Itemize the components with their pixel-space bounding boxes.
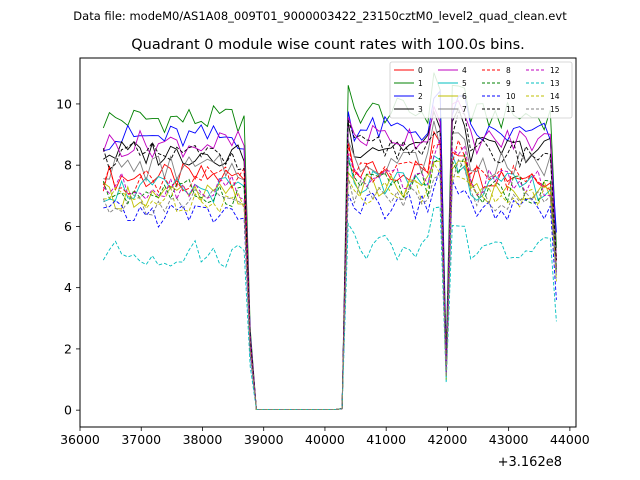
legend-label-10: 10 xyxy=(506,92,516,101)
legend-label-3: 3 xyxy=(418,105,423,114)
legend-label-9: 9 xyxy=(506,79,511,88)
legend-label-12: 12 xyxy=(550,66,560,75)
legend-label-5: 5 xyxy=(462,79,467,88)
series-line-2 xyxy=(103,90,557,410)
y-tick-label: 10 xyxy=(56,96,72,111)
series-line-1 xyxy=(102,72,557,410)
series-line-0 xyxy=(102,130,557,410)
legend-label-13: 13 xyxy=(550,79,560,88)
legend-label-11: 11 xyxy=(506,105,516,114)
series-line-13 xyxy=(102,206,557,410)
y-tick-label: 8 xyxy=(64,158,72,173)
legend-label-7: 7 xyxy=(462,105,467,114)
legend-label-4: 4 xyxy=(462,66,467,75)
legend-label-0: 0 xyxy=(418,66,423,75)
series-line-14 xyxy=(103,161,557,410)
x-tick-label: 43000 xyxy=(489,432,529,447)
x-offset-label: +3.162e8 xyxy=(498,455,562,470)
legend-label-14: 14 xyxy=(550,92,560,101)
x-tick-label: 44000 xyxy=(550,432,590,447)
x-tick-label: 41000 xyxy=(366,432,406,447)
y-tick-label: 4 xyxy=(64,280,72,295)
x-axis-ticks: 36000 37000 38000 39000 40000 41000 42000 43000… xyxy=(60,427,590,447)
x-tick-label: 42000 xyxy=(428,432,468,447)
x-tick-label: 38000 xyxy=(183,432,223,447)
chart-title: Quadrant 0 module wise count rates with … xyxy=(131,37,525,53)
x-tick-label: 39000 xyxy=(244,432,284,447)
legend-label-8: 8 xyxy=(506,66,511,75)
series-line-8 xyxy=(102,138,557,410)
suptitle: Data file: modeM0/AS1A08_009T01_90000034… xyxy=(73,9,567,23)
legend-label-15: 15 xyxy=(550,105,560,114)
legend-label-2: 2 xyxy=(418,92,423,101)
y-tick-label: 0 xyxy=(64,403,72,418)
legend-label-6: 6 xyxy=(462,92,467,101)
y-tick-label: 2 xyxy=(64,341,72,356)
y-tick-label: 6 xyxy=(64,219,72,234)
legend-label-1: 1 xyxy=(418,79,423,88)
plot-lines xyxy=(102,72,557,410)
legend-frame xyxy=(389,61,573,119)
series-line-6 xyxy=(103,160,557,410)
series-line-3 xyxy=(103,107,557,410)
series-line-5 xyxy=(103,154,557,410)
series-line-9 xyxy=(102,153,557,410)
series-line-10 xyxy=(103,168,557,410)
series-line-11 xyxy=(102,111,557,410)
series-line-15 xyxy=(102,158,557,410)
x-tick-label: 40000 xyxy=(305,432,345,447)
x-tick-label: 36000 xyxy=(60,432,100,447)
y-axis-ticks: 0 2 4 6 8 10 xyxy=(56,96,80,418)
plot-frame xyxy=(79,57,577,428)
x-tick-label: 37000 xyxy=(121,432,161,447)
